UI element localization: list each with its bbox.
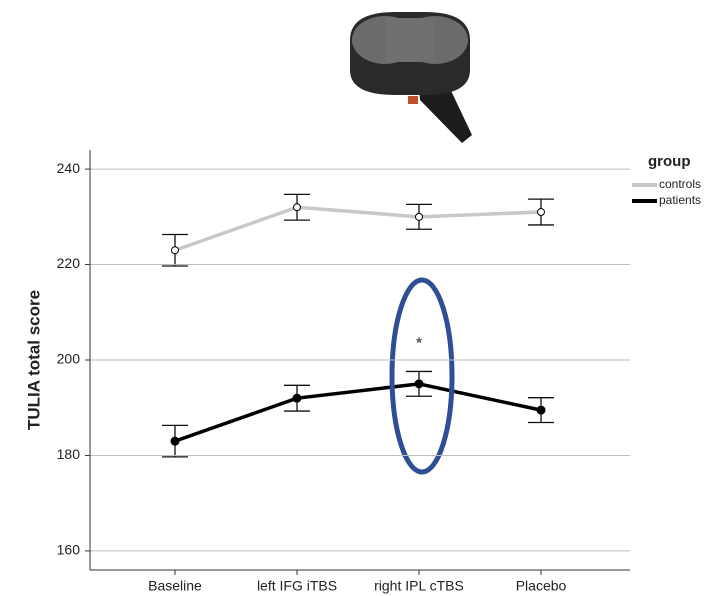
point	[536, 405, 546, 415]
y-tick-label: 200	[57, 351, 81, 367]
series-line	[174, 382, 542, 443]
legend-label: patients	[659, 193, 701, 207]
device-image	[350, 12, 472, 143]
y-tick-label: 160	[57, 542, 81, 558]
series-line	[174, 205, 542, 252]
highlight-ellipse	[389, 277, 455, 475]
legend-title: group	[648, 153, 691, 170]
point	[171, 246, 179, 255]
point	[293, 203, 301, 212]
annotation: *	[416, 334, 422, 351]
y-tick-label: 220	[57, 255, 81, 271]
x-tick-label: Placebo	[516, 578, 567, 594]
y-tick-label: 180	[57, 446, 81, 462]
x-tick-label: Baseline	[148, 578, 202, 594]
y-tick-label: 240	[57, 160, 81, 176]
x-tick-label: right IPL cTBS	[374, 578, 464, 594]
y-axis-label: TULIA total score	[24, 290, 43, 430]
legend-label: controls	[659, 177, 701, 191]
point	[414, 379, 424, 389]
x-tick-label: left IFG iTBS	[257, 578, 337, 594]
point	[537, 208, 545, 217]
point	[292, 393, 302, 403]
point	[415, 212, 423, 221]
point	[170, 436, 180, 446]
